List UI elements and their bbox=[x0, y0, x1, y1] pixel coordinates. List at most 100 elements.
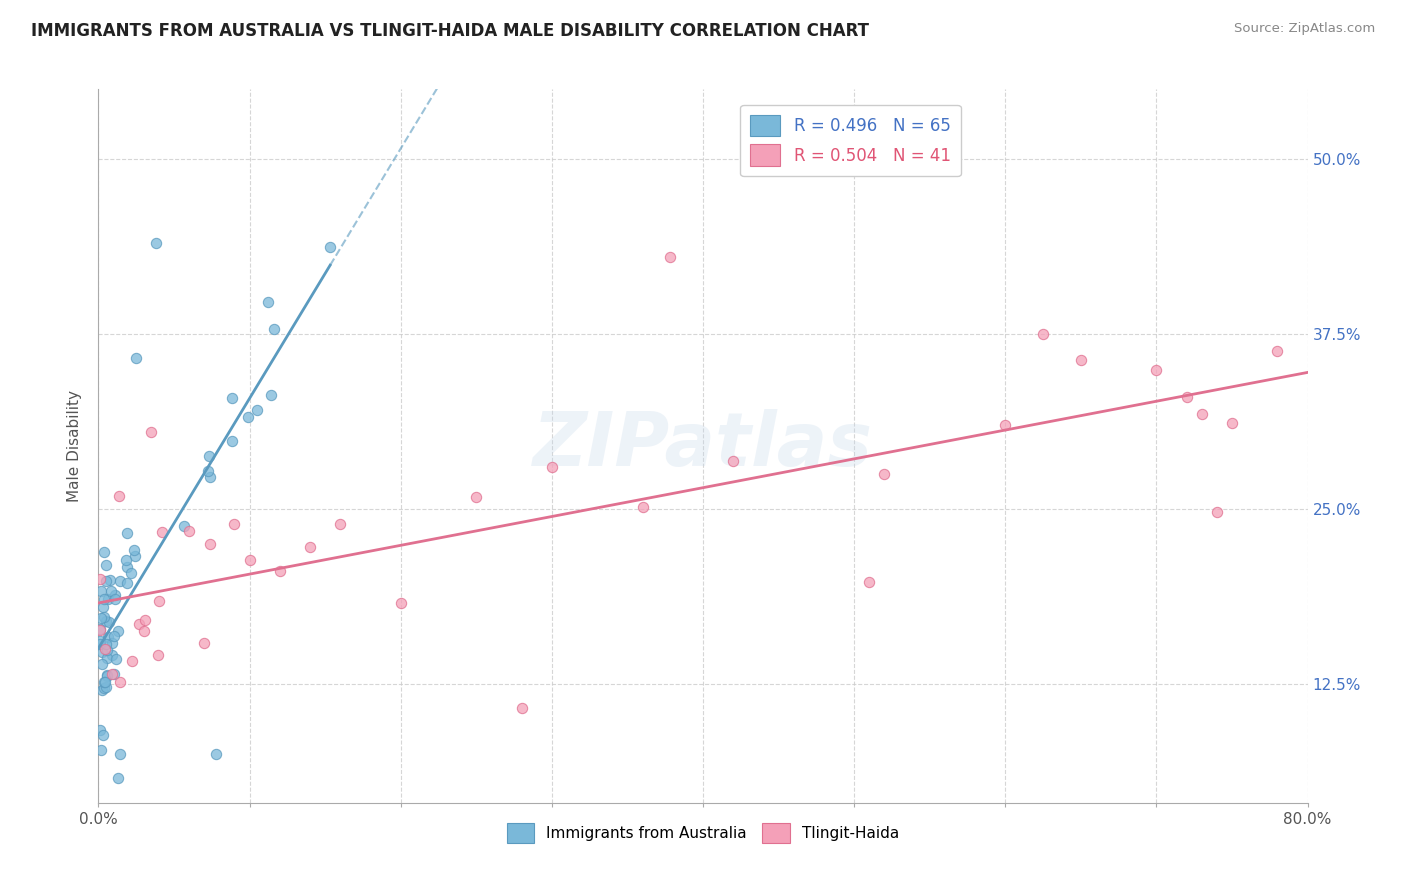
Point bbox=[96, 669, 118, 683]
Point bbox=[221, 434, 243, 449]
Point bbox=[105, 652, 128, 666]
Point bbox=[236, 409, 259, 424]
Point bbox=[173, 518, 195, 533]
Point bbox=[145, 236, 167, 251]
Point bbox=[91, 599, 114, 614]
Point bbox=[94, 675, 117, 690]
Point bbox=[90, 610, 112, 624]
Point bbox=[96, 651, 118, 665]
Point bbox=[1191, 407, 1213, 421]
Point bbox=[246, 402, 269, 417]
Point bbox=[91, 683, 114, 698]
Point bbox=[197, 464, 219, 478]
Point bbox=[723, 454, 745, 468]
Point bbox=[96, 680, 118, 694]
Point bbox=[198, 537, 221, 551]
Point bbox=[389, 596, 412, 610]
Point bbox=[198, 449, 221, 463]
Point bbox=[89, 634, 111, 648]
Point bbox=[110, 574, 132, 589]
Point bbox=[93, 610, 115, 624]
Point bbox=[873, 467, 896, 482]
Point bbox=[125, 351, 148, 365]
Point bbox=[96, 642, 118, 657]
Point bbox=[90, 645, 112, 659]
Point bbox=[120, 566, 142, 581]
Point bbox=[94, 574, 117, 589]
Point bbox=[858, 574, 880, 589]
Point bbox=[148, 594, 170, 608]
Point bbox=[104, 591, 127, 606]
Point bbox=[103, 629, 125, 643]
Point bbox=[1267, 343, 1289, 358]
Y-axis label: Male Disability: Male Disability bbox=[67, 390, 83, 502]
Point bbox=[93, 675, 115, 690]
Point bbox=[263, 321, 285, 335]
Point bbox=[152, 525, 174, 540]
Point bbox=[94, 558, 117, 573]
Point bbox=[540, 460, 562, 475]
Point bbox=[193, 636, 215, 650]
Point bbox=[97, 630, 120, 644]
Point bbox=[90, 743, 112, 757]
Point bbox=[221, 391, 243, 405]
Text: Source: ZipAtlas.com: Source: ZipAtlas.com bbox=[1234, 22, 1375, 36]
Point bbox=[132, 624, 155, 639]
Point bbox=[631, 500, 654, 514]
Point bbox=[117, 526, 139, 541]
Text: IMMIGRANTS FROM AUSTRALIA VS TLINGIT-HAIDA MALE DISABILITY CORRELATION CHART: IMMIGRANTS FROM AUSTRALIA VS TLINGIT-HAI… bbox=[31, 22, 869, 40]
Point bbox=[101, 635, 124, 649]
Point bbox=[224, 517, 246, 532]
Point bbox=[257, 294, 280, 309]
Point bbox=[97, 592, 120, 607]
Point bbox=[994, 417, 1017, 432]
Point bbox=[108, 675, 131, 690]
Point bbox=[329, 516, 352, 531]
Point bbox=[205, 747, 228, 761]
Point bbox=[115, 575, 138, 590]
Point bbox=[91, 728, 114, 742]
Point bbox=[89, 622, 111, 636]
Point bbox=[101, 648, 124, 662]
Point bbox=[94, 614, 117, 628]
Point bbox=[128, 617, 150, 632]
Point bbox=[97, 615, 120, 629]
Point bbox=[89, 624, 111, 638]
Point bbox=[299, 540, 322, 554]
Point bbox=[114, 553, 136, 567]
Legend: Immigrants from Australia, Tlingit-Haida: Immigrants from Australia, Tlingit-Haida bbox=[501, 817, 905, 848]
Point bbox=[98, 573, 121, 587]
Point bbox=[239, 552, 262, 566]
Point bbox=[1070, 352, 1092, 367]
Point bbox=[91, 657, 114, 671]
Point bbox=[94, 637, 117, 651]
Point bbox=[141, 425, 163, 439]
Text: ZIPatlas: ZIPatlas bbox=[533, 409, 873, 483]
Point bbox=[1206, 505, 1229, 519]
Point bbox=[124, 543, 146, 558]
Point bbox=[104, 588, 127, 602]
Point bbox=[103, 666, 125, 681]
Point bbox=[89, 637, 111, 651]
Point bbox=[93, 681, 115, 695]
Point bbox=[107, 771, 129, 785]
Point bbox=[179, 524, 201, 538]
Point bbox=[134, 613, 156, 627]
Point bbox=[100, 584, 122, 599]
Point bbox=[1175, 390, 1198, 404]
Point bbox=[93, 545, 115, 559]
Point bbox=[107, 624, 129, 638]
Point bbox=[260, 388, 283, 402]
Point bbox=[121, 655, 143, 669]
Point bbox=[269, 565, 291, 579]
Point bbox=[1220, 416, 1243, 430]
Point bbox=[124, 549, 146, 563]
Point bbox=[93, 642, 115, 657]
Point bbox=[200, 470, 222, 484]
Point bbox=[93, 592, 115, 607]
Point bbox=[107, 489, 129, 503]
Point bbox=[90, 583, 112, 598]
Point bbox=[89, 572, 111, 586]
Point bbox=[658, 250, 681, 264]
Point bbox=[319, 239, 342, 253]
